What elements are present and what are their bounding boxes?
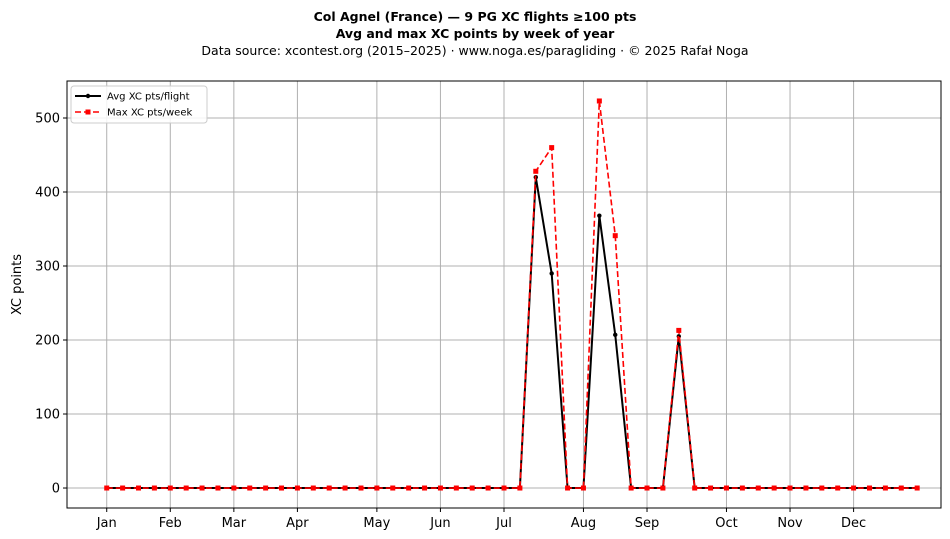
series-2-point — [612, 233, 618, 239]
chart-titles: Col Agnel (France) — 9 PG XC flights ≥10… — [0, 8, 950, 59]
series-2-point — [708, 485, 714, 491]
series-2-point — [437, 485, 443, 491]
x-tick-label: Aug — [571, 516, 596, 531]
series-2-point — [342, 485, 348, 491]
x-tick-label: Jan — [96, 516, 117, 531]
legend-label-2: Max XC pts/week — [107, 108, 192, 119]
series-2-point — [104, 485, 110, 491]
series-2-point — [755, 485, 761, 491]
series-2-point — [183, 485, 189, 491]
legend-marker-2 — [85, 109, 91, 115]
series-2-point — [469, 485, 475, 491]
x-tick-label: Mar — [222, 516, 247, 531]
x-tick-label: Jun — [429, 516, 450, 531]
series-2-point — [215, 485, 221, 491]
series-2-point — [723, 485, 729, 491]
y-tick-label: 400 — [35, 186, 60, 201]
series-2-point — [628, 485, 634, 491]
x-tick-label: Feb — [159, 516, 182, 531]
series-2-point — [819, 485, 825, 491]
x-tick-label: Dec — [841, 516, 866, 531]
x-tick-label: Jul — [495, 516, 512, 531]
series-2-point — [120, 485, 126, 491]
series-2-point — [787, 485, 793, 491]
series-2-point — [644, 485, 650, 491]
series-2-point — [565, 485, 571, 491]
y-tick-label: 500 — [35, 112, 60, 127]
series-2-point — [692, 485, 698, 491]
x-tick-label: Oct — [715, 516, 737, 531]
series-line-1 — [106, 176, 918, 490]
series-2-point — [771, 485, 777, 491]
series-2-point — [803, 485, 809, 491]
series-2-point — [660, 485, 666, 491]
series-2-point — [898, 485, 904, 491]
series-2-point — [580, 485, 586, 491]
x-tick-label: Sep — [635, 516, 660, 531]
series-2-point — [199, 485, 205, 491]
series-1-point — [613, 332, 618, 338]
series-2-point — [453, 485, 459, 491]
series-2-point — [151, 485, 157, 491]
series-group — [104, 98, 920, 491]
series-2-point — [294, 485, 300, 491]
legend-box — [70, 85, 208, 124]
series-2-point — [390, 485, 396, 491]
chart-source: Data source: xcontest.org (2015–2025) · … — [201, 43, 749, 58]
series-2-point — [247, 485, 253, 491]
series-2-point — [739, 485, 745, 491]
series-2-point — [263, 485, 269, 491]
x-axis: Jan Feb Mar Apr May Jun Jul Aug Sep Oct Nov Dec — [96, 508, 866, 531]
series-2-point — [326, 485, 332, 491]
grid-lines — [67, 81, 941, 508]
y-axis-label: XC points — [10, 254, 25, 315]
series-2-point — [851, 485, 857, 491]
y-tick-label: 200 — [35, 334, 60, 349]
series-2-point — [310, 485, 316, 491]
chart-subtitle: Avg and max XC points by week of year — [335, 26, 615, 41]
y-axis: 0 100 200 300 400 500 — [35, 112, 67, 497]
series-2-point — [676, 327, 682, 333]
series-2-point — [533, 168, 539, 174]
x-tick-label: Nov — [777, 516, 803, 531]
series-2-point — [422, 485, 428, 491]
series-2-point — [374, 485, 380, 491]
series-2-point — [517, 485, 523, 491]
series-2-point — [914, 485, 920, 491]
x-tick-label: Apr — [286, 516, 309, 531]
series-2-point — [866, 485, 872, 491]
series-2-point — [136, 485, 142, 491]
series-2-point — [596, 98, 602, 104]
series-2-point — [882, 485, 888, 491]
series-1-point — [549, 271, 554, 276]
y-tick-label: 100 — [35, 408, 60, 423]
series-2-point — [549, 145, 555, 151]
series-1-point — [597, 213, 602, 218]
y-tick-label: 300 — [35, 260, 60, 275]
chart-title: Col Agnel (France) — 9 PG XC flights ≥10… — [313, 9, 637, 24]
series-2-point — [485, 485, 491, 491]
series-2-point — [231, 485, 237, 491]
series-2-point — [406, 485, 412, 491]
series-2-point — [279, 485, 285, 491]
legend-marker-1 — [85, 93, 91, 99]
series-line-2 — [106, 100, 918, 489]
y-tick-label: 0 — [52, 482, 60, 497]
legend: Avg XC pts/flight Max XC pts/week — [70, 85, 208, 124]
legend-label-1: Avg XC pts/flight — [107, 92, 190, 103]
series-2-point — [835, 485, 841, 491]
series-2-point — [358, 485, 364, 491]
x-tick-label: May — [363, 516, 390, 531]
series-2-point — [167, 485, 173, 491]
series-2-point — [501, 485, 507, 491]
